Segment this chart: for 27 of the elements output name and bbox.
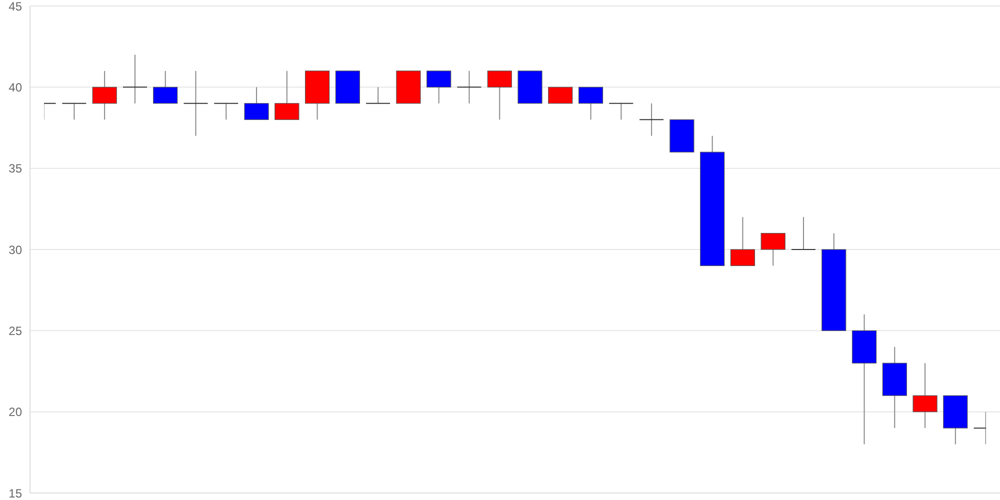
candlestick bbox=[608, 102, 634, 120]
candlestick bbox=[912, 362, 938, 429]
y-tick-label: 20 bbox=[8, 405, 22, 420]
y-tick-label: 25 bbox=[8, 324, 22, 338]
candlestick bbox=[578, 86, 604, 120]
y-tick-label: 45 bbox=[8, 0, 22, 14]
candlestick bbox=[487, 70, 512, 120]
candlestick bbox=[366, 86, 391, 104]
candlestick bbox=[426, 70, 452, 104]
y-tick-label: 15 bbox=[8, 486, 22, 500]
candlestick bbox=[92, 70, 117, 120]
candlestick bbox=[214, 102, 239, 120]
y-tick-label: 35 bbox=[8, 162, 22, 176]
y-tick-label: 40 bbox=[8, 80, 22, 94]
candlestick bbox=[183, 70, 208, 136]
candlestick bbox=[62, 102, 87, 120]
candlestick bbox=[122, 54, 148, 104]
candlestick bbox=[153, 70, 178, 104]
candlestick bbox=[548, 86, 573, 104]
candlestick bbox=[730, 216, 756, 266]
candlestick bbox=[274, 70, 300, 120]
candlestick bbox=[760, 232, 786, 266]
candlestick bbox=[456, 70, 482, 104]
candlestick bbox=[639, 102, 664, 136]
y-tick-label: 30 bbox=[8, 242, 22, 257]
candlestick bbox=[244, 86, 269, 120]
candlestick bbox=[790, 216, 816, 250]
